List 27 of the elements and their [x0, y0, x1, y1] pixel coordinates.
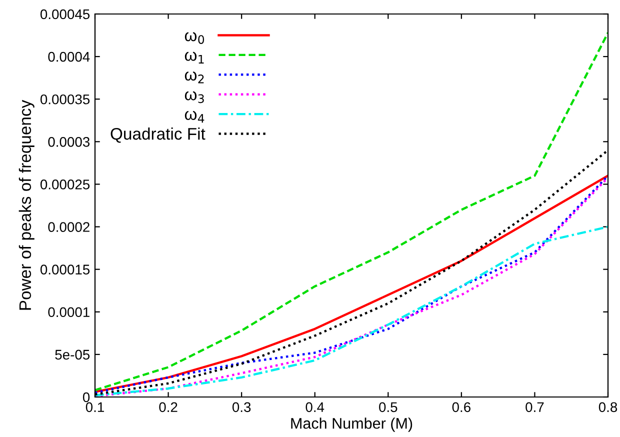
y-tick-label: 0.0002	[48, 222, 90, 232]
x-tick-label: 0.2	[159, 402, 178, 412]
y-tick-label: 0.0004	[48, 52, 90, 62]
x-tick-label: 0.5	[379, 402, 398, 412]
y-axis-title: Power of peaks of frequency	[18, 100, 34, 310]
x-tick-label: 0.4	[306, 402, 324, 412]
y-tick-label: 0.00015	[40, 264, 90, 275]
x-axis-title: Mach Number (M)	[291, 418, 412, 432]
legend-label: ω$_{1}$	[184, 52, 204, 64]
line-series	[95, 32, 608, 392]
y-tick-label: 0.00025	[40, 180, 90, 190]
legend-label: ω$_{4}$	[184, 110, 204, 123]
legend-label: ω$_{2}$	[184, 71, 204, 84]
x-tick-label: 0.3	[232, 402, 251, 412]
x-tick-label: 0.1	[86, 402, 104, 412]
legend-label: ω$_{3}$	[184, 91, 204, 104]
legend-label: Quadratic Fit	[110, 128, 206, 143]
legend-label: ω$_{0}$	[184, 32, 204, 44]
y-tick-label: 0	[82, 392, 90, 402]
y-tick-label: 0.0001	[48, 307, 90, 318]
y-tick-label: 0.00045	[40, 9, 90, 20]
x-tick-label: 0.7	[526, 402, 544, 412]
x-tick-label: 0.6	[452, 402, 470, 412]
y-tick-label: 0.0003	[48, 137, 90, 147]
x-tick-label: 0.8	[598, 402, 618, 412]
y-tick-label: 0.00035	[40, 94, 90, 104]
y-tick-label: 5e-05	[55, 350, 90, 360]
